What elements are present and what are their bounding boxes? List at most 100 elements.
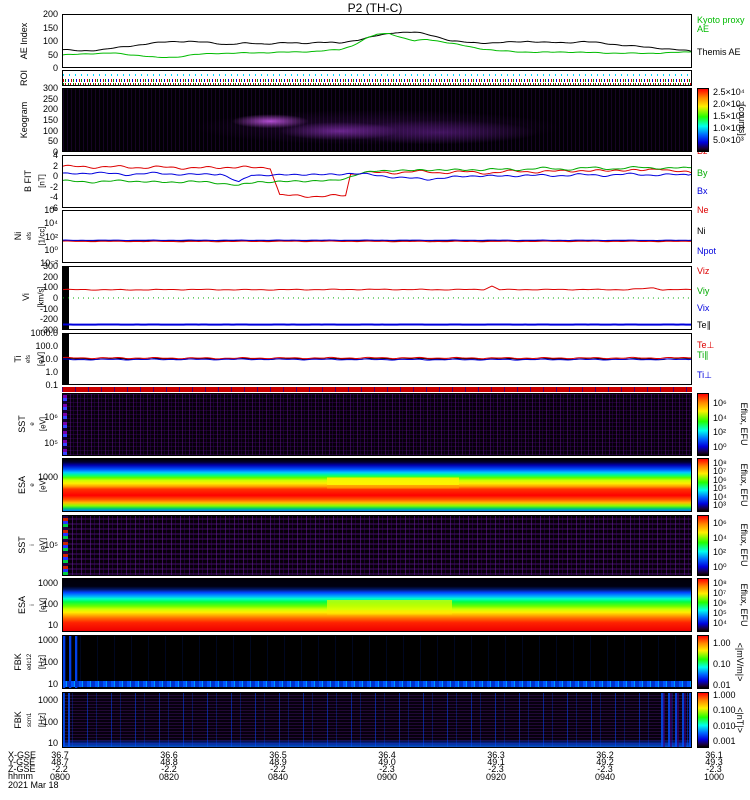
ni-ytick-labels: 10⁶ 10⁴ 10² 10⁰ 10⁻² [0,206,58,268]
esa-i-cb-tick: 10⁵ [713,608,727,618]
bfit-ytick: 2 [52,160,58,171]
sst-i-cb-tick: 10⁴ [713,532,727,543]
series-label-te-par: Te∥ [697,320,712,330]
series-by [63,167,691,186]
series-label-ti-perp: Ti⊥ [697,370,713,380]
fbk2-ytick: 100 [42,716,58,727]
eph-value-x: 36.5 [269,750,287,760]
sst-i-cb-tick: 10⁰ [713,561,727,572]
series-label-vix: Vix [697,303,710,313]
eph-value-y: 48.7 [51,757,69,768]
temp-ytick-labels: 1000.0 100.0 10.0 1.0 0.1 [0,329,58,390]
sst-e-cb-tick: 10⁰ [713,441,727,452]
ae-ytick: 50 [47,49,58,60]
fbk1-colorbar-unit: <|mV/m|> [735,642,745,682]
bfit-ytick: 0 [52,171,58,182]
legend-themis-ae: Themis AE [697,47,741,57]
esa-electron-spectrogram [62,458,692,512]
ae-ytick-labels: 200 150 100 50 0 [0,10,58,73]
keogram-ytick: 150 [42,114,58,125]
eph-header-z: Z-GSE [8,764,36,774]
fbk2-colorbar-ticks: 1.000 0.100 0.010 0.001 [713,691,750,746]
eph-value-x: 36.3 [487,750,505,760]
eph-value-z: -2.3 [706,764,722,775]
fbk2-ytick-labels: 1000 100 10 [0,696,58,748]
sst-e-ytick: 10⁶ [44,412,58,422]
sst-i-cb-tick: 10⁶ [713,518,727,528]
bfit-chart [63,156,691,207]
fbk2-ytick: 10 [47,738,58,748]
ae-ytick: 0 [52,63,58,73]
esa-e-axis-sublabel: e [30,483,36,487]
series-ti_perp [63,359,691,360]
eph-header-y: Y-GSE [8,757,36,767]
esa-i-cb-tick: 10⁷ [713,588,727,598]
vi-ytick: 200 [42,271,58,282]
esa-i-colorbar [697,578,709,632]
eph-value-z: -2.2 [270,764,286,775]
keogram-ytick: 200 [42,104,58,115]
temp-ytick: 1.0 [45,367,58,377]
bfit-panel [62,155,692,208]
esa-i-cb-tick: 10⁸ [713,578,727,588]
fbk1-colorbar [697,635,709,689]
sst-i-colorbar-ticks: 10⁶ 10⁴ 10² 10⁰ [713,518,750,572]
series-bx [63,172,691,181]
ephemeris-column-0800: 36.7 48.7 -2.2 0800 [38,750,82,781]
sst-ion-spectrogram [62,515,692,576]
keogram-cb-tick: 2.0×10⁴ [713,99,745,109]
eph-header-hhmm: hhmm [8,771,34,781]
vi-axis-tick-bar [63,267,69,329]
fbk1-colorbar-ticks: 1.00 0.10 0.01 [713,639,750,690]
quality-flag-bar [62,387,692,392]
esa-e-colorbar-ticks: 10⁸ 10⁷ 10⁶ 10⁵ 10⁴ 10³ [713,459,750,510]
keogram-colorbar-ticks: 2.5×10⁴ 2.0×10⁴ 1.5×10⁴ 1.0×10⁴ 5.0×10³ [713,88,750,145]
ae-panel [62,14,692,68]
fbk1-cb-tick: 0.10 [713,659,731,669]
series-label-viz: Viz [697,266,710,276]
fbk-edc12-spectrogram [62,635,692,689]
ephemeris-column-0820: 36.6 48.8 -2.2 0820 [147,750,191,782]
eph-value-z: -2.2 [161,764,177,775]
keogram-colorbar-unit: [counts] [737,104,747,136]
sst-e-cb-tick: 10⁶ [713,398,727,408]
keogram-ytick-labels: 300 250 200 150 100 50 0 [0,83,58,157]
keogram-panel [62,88,692,152]
keogram-ytick: 250 [42,93,58,104]
series-label-ti-par: Ti∥ [697,350,709,360]
esa-e-midinterval-enhancement [326,459,459,511]
keogram-ytick: 300 [42,83,58,93]
bfit-ytick-labels: 4 2 0 -2 -4 -6 [0,151,58,213]
esa-i-cb-tick: 10⁴ [713,618,727,628]
eph-value-t: 0820 [158,771,180,782]
eph-value-z: -2.3 [379,764,395,775]
vi-ytick: 100 [42,282,58,293]
vi-chart [63,267,691,329]
fbk1-ytick: 10 [47,679,58,689]
eph-header-x: X-GSE [8,750,37,760]
temp-ytick: 100.0 [35,341,58,351]
vi-ytick-labels: 300 200 100 0 -100 -200 -300 [0,262,58,335]
sst-e-cb-tick: 10² [713,427,727,438]
sst-electron-spectrogram [62,393,692,456]
bfit-ytick: -4 [49,192,58,203]
ni-ytick: 10⁻² [40,258,58,268]
ae-chart [63,15,691,67]
keogram-ytick: 0 [52,146,58,157]
keogram-cb-tick: 5.0×10³ [713,135,744,145]
esa-e-cb-tick: 10³ [713,499,727,510]
temp-panel [62,333,692,385]
esa-e-colorbar [697,458,709,512]
fbk2-cb-tick: 0.100 [713,705,736,716]
fbk1-ytick: 1000 [37,635,58,645]
esa-e-ytick: 1000 [37,472,58,482]
sst-e-colorbar-ticks: 10⁶ 10⁴ 10² 10⁰ [713,398,750,452]
sst-e-ytick: 10⁵ [44,438,58,448]
eph-value-t: 1000 [703,771,725,782]
plot-title: P2 (TH-C) [347,1,403,15]
ephemeris-column-0900: 36.4 49.0 -2.3 0900 [365,750,409,781]
eph-value-y: 48.8 [160,757,178,768]
series-te_perp [63,357,691,359]
sst-i-ytick: 10⁵ [44,540,58,550]
ephemeris-column-0940: 36.2 49.2 -2.3 0940 [583,750,627,781]
